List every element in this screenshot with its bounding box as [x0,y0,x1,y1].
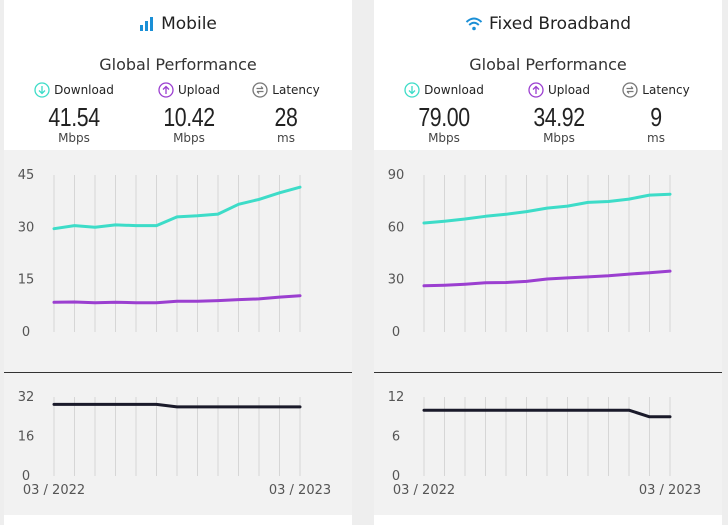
arrow-down-circle-icon [34,82,50,98]
latency-metric: Latency 28 ms [231,82,341,145]
upload-metric: Upload 34.92 Mbps [504,82,614,145]
chart-divider [4,372,352,373]
speed-line-chart: 0 30 60 90 [388,168,672,340]
latency-label: Latency [642,83,690,97]
upload-unit: Mbps [173,131,205,145]
y-tick-label: 12 [388,390,405,405]
upload-unit: Mbps [543,131,575,145]
y-tick-label: 30 [388,273,405,288]
footer-strip [374,515,722,525]
upload-label: Upload [177,83,221,97]
y-tick-label: 0 [392,325,400,340]
download-value: 41.54 [48,102,100,132]
panel-title: Mobile [4,14,352,34]
y-tick-label: 15 [18,273,35,288]
latency-unit: ms [647,131,665,145]
y-tick-label: 90 [388,168,405,183]
speed-chart-area: 0 30 60 90 [374,150,722,372]
latency-series-line [52,402,302,409]
y-tick-label: 0 [22,325,30,340]
y-tick-label: 6 [392,430,400,445]
wifi-icon [465,17,483,31]
upload-series-line [52,294,302,305]
arrow-down-circle-icon [404,82,420,98]
download-unit: Mbps [428,131,460,145]
x-tick-label: 03 / 2022 [393,483,455,498]
y-tick-label: 0 [22,469,30,484]
upload-series-line [422,269,672,288]
fixed-broadband-panel: Fixed Broadband Global Performance Downl… [374,0,722,525]
download-value: 79.00 [418,102,470,132]
latency-chart-area: 0 16 32 03 / 2022 03 / 2023 [4,373,352,515]
chart-divider [374,372,722,373]
download-label: Download [54,83,114,97]
mobile-panel: Mobile Global Performance Download 41.54… [4,0,352,525]
download-series-line [422,192,672,225]
download-unit: Mbps [58,131,90,145]
arrow-up-circle-icon [528,82,544,98]
latency-series-line [422,408,672,419]
x-tick-label: 03 / 2023 [639,483,701,498]
latency-chart-area: 0 6 12 03 / 2022 03 / 2023 [374,373,722,515]
latency-unit: ms [277,131,295,145]
upload-value: 34.92 [533,102,585,132]
latency-arrows-icon [622,82,638,98]
panel-title-text: Mobile [161,14,217,34]
footer-strip [4,515,352,525]
latency-arrows-icon [252,82,268,98]
section-subtitle: Global Performance [99,55,257,74]
y-tick-label: 30 [18,220,35,235]
upload-value: 10.42 [163,102,215,132]
download-label: Download [424,83,484,97]
download-series-line [52,185,302,231]
upload-label: Upload [547,83,591,97]
latency-metric: Latency 9 ms [601,82,711,145]
y-tick-label: 16 [18,430,35,445]
latency-line-chart: 0 16 32 03 / 2022 03 / 2023 [18,390,331,498]
arrow-up-circle-icon [158,82,174,98]
speed-chart-area: 0 15 30 45 [4,150,352,372]
latency-value: 28 [274,102,298,132]
panel-title: Fixed Broadband [374,14,722,34]
latency-label: Latency [272,83,320,97]
download-metric: Download 79.00 Mbps [389,82,499,145]
latency-line-chart: 0 6 12 03 / 2022 03 / 2023 [388,390,701,498]
y-tick-label: 60 [388,220,405,235]
y-tick-label: 45 [18,168,35,183]
section-subtitle: Global Performance [469,55,627,74]
signal-bars-icon [140,17,154,31]
y-tick-label: 0 [392,469,400,484]
download-metric: Download 41.54 Mbps [19,82,129,145]
speed-line-chart: 0 15 30 45 [18,168,302,340]
x-tick-label: 03 / 2023 [269,483,331,498]
upload-metric: Upload 10.42 Mbps [134,82,244,145]
latency-value: 9 [650,102,662,132]
x-tick-label: 03 / 2022 [23,483,85,498]
y-tick-label: 32 [18,390,35,405]
panel-title-text: Fixed Broadband [488,14,632,34]
